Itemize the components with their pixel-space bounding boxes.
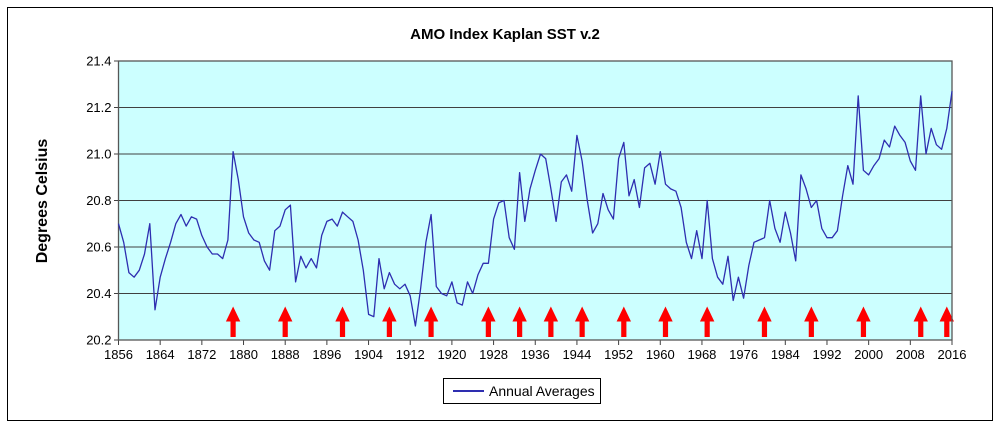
chart-title: AMO Index Kaplan SST v.2	[410, 26, 600, 43]
up-arrow-icon	[757, 306, 772, 337]
y-tick-label: 21.0	[86, 147, 111, 162]
y-tick-label: 20.2	[86, 333, 111, 348]
y-tick-label: 21.4	[86, 54, 111, 69]
legend-box: Annual Averages	[443, 378, 601, 404]
up-arrow-icon	[804, 306, 819, 337]
x-tick-label: 1920	[437, 347, 466, 362]
x-tick-label: 1880	[229, 347, 258, 362]
up-arrow-icon	[335, 306, 350, 337]
x-tick-label: 1904	[354, 347, 383, 362]
x-tick-label: 2000	[854, 347, 883, 362]
x-tick-label: 1912	[396, 347, 425, 362]
x-tick-label: 1936	[521, 347, 550, 362]
up-arrow-icon	[543, 306, 559, 337]
up-arrow-icon	[481, 306, 496, 337]
x-tick-label: 1856	[104, 347, 133, 362]
x-tick-label: 1944	[562, 347, 591, 362]
up-arrow-icon	[382, 306, 397, 337]
up-arrow-icon	[939, 306, 954, 337]
annual-averages-line	[117, 91, 953, 327]
up-arrow-icon	[616, 306, 632, 337]
y-tick-label: 20.8	[86, 193, 111, 208]
y-tick-label: 20.4	[86, 286, 111, 301]
x-tick-label: 1992	[813, 347, 842, 362]
legend-label: Annual Averages	[489, 383, 595, 399]
x-tick-label: 1864	[146, 347, 175, 362]
x-tick-label: 1984	[771, 347, 800, 362]
x-tick-label: 1968	[687, 347, 716, 362]
up-arrow-icon	[856, 306, 871, 337]
x-tick-label: 1976	[729, 347, 758, 362]
x-tick-label: 2016	[938, 347, 967, 362]
y-tick-label: 20.6	[86, 240, 111, 255]
up-arrow-icon	[658, 306, 673, 337]
y-tick-label: 21.2	[86, 100, 111, 115]
x-tick-label: 2008	[896, 347, 925, 362]
up-arrow-icon	[913, 306, 928, 337]
x-tick-label: 1960	[646, 347, 675, 362]
x-tick-label: 1952	[604, 347, 633, 362]
plot-border	[117, 60, 953, 341]
x-tick-label: 1928	[479, 347, 508, 362]
up-arrow-icon	[278, 306, 293, 337]
legend-line-icon	[453, 390, 484, 392]
up-arrow-icon	[225, 306, 241, 337]
up-arrow-icon	[574, 306, 590, 337]
x-tick-label: 1896	[312, 347, 341, 362]
x-tick-label: 1872	[187, 347, 216, 362]
figure-border	[7, 7, 993, 421]
up-arrow-icon	[699, 306, 715, 337]
up-arrow-icon	[512, 306, 527, 337]
x-tick-label: 1888	[271, 347, 300, 362]
up-arrow-icon	[423, 306, 439, 337]
